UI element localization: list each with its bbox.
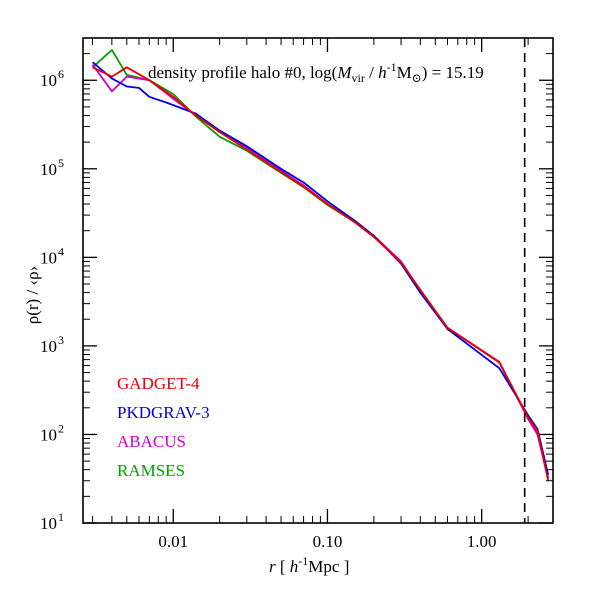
x-tick-label: 0.01 <box>158 532 188 551</box>
y-tick-label: 10 <box>40 337 57 356</box>
x-tick-label: 0.10 <box>313 532 343 551</box>
y-tick-exponent: 2 <box>58 421 64 435</box>
xlabel-h: h <box>290 557 299 576</box>
chart-title: density profile halo #0, log(Mvir / h-1M… <box>148 60 484 85</box>
title-mass-symbol: M <box>336 63 352 82</box>
series-line-gadget-4 <box>92 66 550 481</box>
y-axis-label: ρ(r) / ‹ρ› <box>23 266 42 325</box>
y-tick-label: 10 <box>40 71 57 90</box>
x-axis-label: r [ h-1Mpc ] <box>269 554 349 576</box>
title-suffix: ) = 15.19 <box>422 63 484 82</box>
xlabel-unit: Mpc ] <box>308 557 349 576</box>
title-h-superscript: -1 <box>387 60 397 74</box>
y-tick-label: 10 <box>40 425 57 444</box>
xlabel-h-superscript: -1 <box>298 554 308 568</box>
series-line-pkdgrav-3 <box>92 61 550 476</box>
x-tick-label: 1.00 <box>467 532 497 551</box>
y-tick-label: 10 <box>40 248 57 267</box>
title-h-symbol: h <box>378 63 387 82</box>
title-msun-subscript: ⊙ <box>412 71 422 85</box>
legend: GADGET-4 PKDGRAV-3 ABACUS RAMSES <box>117 374 210 480</box>
y-tick-label: 10 <box>40 514 57 533</box>
x-tick-labels: 0.01 0.10 1.00 <box>158 532 496 551</box>
xlabel-open: [ <box>276 557 290 576</box>
title-mass-subscript: vir <box>352 71 365 85</box>
y-tick-exponent: 1 <box>58 510 64 524</box>
xlabel-r: r <box>269 557 276 576</box>
legend-entry: RAMSES <box>117 461 185 480</box>
y-tick-exponent: 4 <box>58 244 64 258</box>
y-tick-exponent: 5 <box>58 156 64 170</box>
y-tick-exponent: 6 <box>58 67 64 81</box>
axis-ticks <box>83 37 553 524</box>
title-prefix: density profile halo #0, log( <box>148 63 338 82</box>
legend-entry: ABACUS <box>117 432 186 451</box>
legend-entry: PKDGRAV-3 <box>117 403 210 422</box>
title-slash: / <box>365 63 378 82</box>
plot-frame <box>82 37 554 524</box>
series-layer <box>91 49 550 481</box>
y-tick-label: 10 <box>40 160 57 179</box>
y-tick-exponent: 3 <box>58 333 64 347</box>
legend-entry: GADGET-4 <box>117 374 200 393</box>
title-msun-symbol: M <box>397 63 412 82</box>
